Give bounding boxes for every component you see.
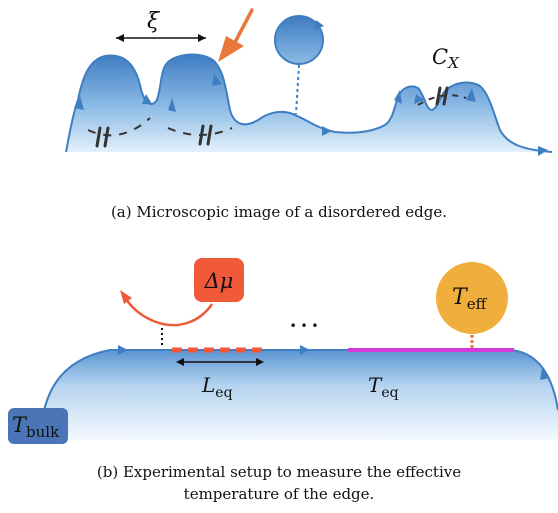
ellipsis: • • •	[290, 319, 319, 333]
panel-b: Leq Teq • • • Teff Δμ T	[8, 258, 558, 444]
sample-edge	[40, 350, 558, 440]
isolated-puddle	[274, 15, 324, 115]
disordered-edge	[66, 54, 552, 152]
arrow-marker	[120, 290, 132, 304]
capacitor-icon	[435, 86, 449, 106]
caption-b-line1: (b) Experimental setup to measure the ef…	[96, 463, 462, 481]
capacitor-icon	[198, 124, 213, 146]
arrow-marker	[466, 88, 476, 102]
teff-label: Teff	[452, 285, 488, 313]
arrow-marker	[74, 96, 84, 110]
dashed-link	[87, 117, 151, 137]
arrow-marker	[314, 20, 324, 30]
chirality-arrows-a	[74, 74, 548, 156]
tbulk-reservoir: Tbulk	[8, 408, 68, 444]
capacitor-icon	[95, 126, 110, 148]
arrow-marker	[394, 90, 402, 104]
leq-arrow	[176, 358, 264, 366]
injection-curve	[122, 295, 214, 327]
caption-a: (a) Microscopic image of a disordered ed…	[110, 203, 448, 221]
teq-label: Teq	[368, 373, 399, 401]
arrow-marker	[322, 126, 332, 136]
arrow-marker	[212, 74, 222, 86]
dotted-coupling	[295, 64, 300, 115]
dashed-link	[417, 94, 467, 106]
arrow-marker	[414, 94, 424, 104]
arrow-marker	[168, 98, 176, 112]
arrow-marker	[300, 345, 310, 355]
orange-pointer-arrow	[218, 8, 254, 62]
chirality-arrows-b	[118, 345, 550, 380]
capacitor-symbols	[95, 86, 449, 148]
teff-probe: Teff	[436, 262, 508, 348]
caption-b-line2: temperature of the edge.	[183, 485, 375, 503]
arrow-marker	[118, 345, 128, 355]
arrow-marker	[540, 368, 550, 380]
arrow-marker	[142, 94, 152, 104]
delta-mu-reservoir: Δμ	[120, 258, 244, 348]
cx-label: CX	[432, 45, 460, 72]
leq-label: Leq	[201, 373, 233, 401]
dmu-label: Δμ	[204, 269, 234, 293]
xi-label: ξ	[147, 9, 161, 34]
xi-arrow: ξ	[116, 9, 206, 42]
arrow-marker	[538, 146, 548, 156]
panel-a: ξ CX	[65, 8, 553, 156]
tbulk-label: Tbulk	[12, 413, 60, 441]
